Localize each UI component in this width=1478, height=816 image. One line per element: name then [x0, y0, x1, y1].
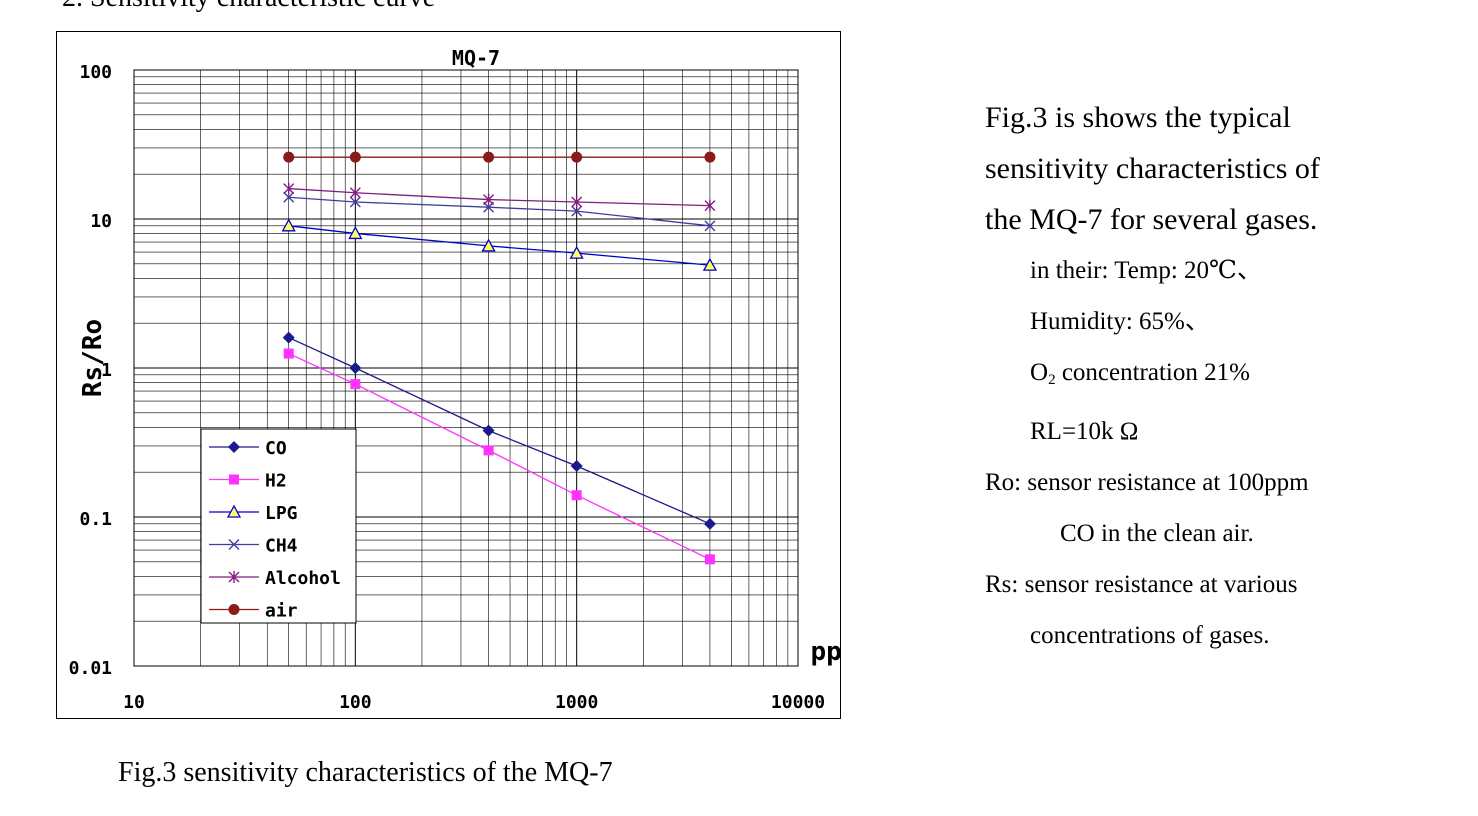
- x-axis-label: ppm: [811, 637, 842, 667]
- series-ch4: [283, 191, 716, 232]
- marker-square: [704, 554, 715, 565]
- y-axis-label: Rs/Ro: [78, 319, 108, 397]
- legend-label-co: CO: [265, 438, 287, 459]
- marker-diamond: [282, 331, 295, 344]
- marker-triangle: [702, 257, 718, 271]
- y-tick-label: 0.01: [69, 658, 112, 679]
- note-line-2: sensitivity characteristics of: [985, 152, 1320, 185]
- marker-square: [483, 445, 494, 456]
- legend-label-air: air: [265, 601, 298, 622]
- rs-definition: Rs: sensor resistance at various: [985, 571, 1298, 598]
- legend-item-lpg: LPG: [209, 503, 298, 524]
- condition-o2: O2 concentration 21%: [985, 347, 1465, 406]
- chart-frame: MQ-70.010.111010010100100010000ppmRs/Ro …: [56, 31, 842, 719]
- marker-x: [228, 539, 240, 550]
- series-h2: [283, 348, 715, 565]
- rs-definition-cont: concentrations of gases.: [1030, 622, 1270, 649]
- marker-diamond: [482, 424, 495, 437]
- series-layer: [281, 151, 718, 565]
- series-air: [283, 151, 716, 163]
- legend-item-h2: H2: [209, 471, 287, 492]
- marker-diamond: [703, 517, 716, 530]
- ro-definition: Ro: sensor resistance at 100ppm: [985, 469, 1309, 496]
- figure-caption: Fig.3 sensitivity characteristics of the…: [118, 757, 613, 788]
- marker-circle: [349, 151, 361, 163]
- legend-label-lpg: LPG: [265, 503, 298, 524]
- grid: [133, 70, 798, 667]
- y-tick-label: 10: [90, 211, 112, 232]
- legend-box: [200, 428, 357, 624]
- marker-square: [229, 474, 239, 485]
- y-tick-label: 100: [79, 62, 112, 83]
- marker-x: [571, 205, 583, 217]
- ro-definition-cont: CO in the clean air.: [1060, 520, 1254, 547]
- marker-circle: [704, 151, 716, 163]
- marker-circle: [228, 604, 240, 615]
- legend-item-ch4: CH4: [209, 536, 298, 557]
- series-line-ch4: [288, 196, 710, 227]
- marker-x: [349, 196, 361, 208]
- legend-item-alcohol: Alcohol: [209, 568, 341, 589]
- axis-labels: MQ-7 0.01 0.1 1 10 100 10 100 1000 10000 ppm Rs/Ro: [69, 46, 842, 713]
- note-line-1: Fig.3 is shows the typical: [985, 101, 1291, 134]
- x-tick-label: 10: [123, 692, 145, 713]
- legend-item-air: air: [209, 601, 298, 622]
- marker-diamond: [570, 459, 583, 472]
- marker-square: [350, 379, 361, 390]
- marker-asterisk: [228, 571, 240, 583]
- note-line-3: the MQ-7 for several gases.: [985, 203, 1318, 236]
- legend-label-h2: H2: [265, 471, 287, 492]
- description-notes: Fig.3 is shows the typical sensitivity c…: [985, 92, 1465, 661]
- series-alcohol: [283, 182, 716, 212]
- marker-circle: [571, 151, 583, 163]
- x-tick-label: 1000: [555, 692, 598, 713]
- marker-diamond: [349, 362, 362, 374]
- x-tick-label: 10000: [771, 692, 825, 713]
- series-co: [282, 331, 716, 530]
- marker-square: [283, 348, 294, 359]
- chart-title: MQ-7: [452, 46, 500, 70]
- marker-circle: [283, 151, 295, 163]
- marker-triangle: [281, 218, 296, 232]
- x-tick-label: 100: [339, 692, 372, 713]
- condition-rl: RL=10k Ω: [1030, 418, 1139, 445]
- y-tick-label: 0.1: [79, 509, 112, 530]
- marker-triangle: [481, 238, 496, 252]
- marker-asterisk: [349, 186, 361, 199]
- marker-triangle: [569, 245, 584, 259]
- marker-asterisk: [571, 196, 583, 209]
- legend: CO H2 LPG CH4 Alcohol air: [200, 428, 357, 624]
- series-line-lpg: [288, 225, 710, 266]
- marker-asterisk: [283, 182, 295, 195]
- series-lpg: [281, 218, 718, 271]
- section-heading: 2. Sensitivity characteristic curve: [62, 0, 435, 14]
- marker-x: [283, 191, 295, 203]
- marker-diamond: [228, 441, 240, 453]
- condition-temp: in their: Temp: 20℃、: [1030, 257, 1262, 284]
- o2-rest: concentration 21%: [1055, 359, 1250, 386]
- o2-prefix: O: [1030, 359, 1049, 386]
- legend-item-co: CO: [209, 438, 287, 459]
- y-tick-label: 1: [101, 360, 112, 381]
- marker-x: [704, 220, 716, 232]
- marker-triangle: [226, 504, 242, 518]
- plot-area: [133, 69, 799, 667]
- marker-square: [571, 490, 582, 501]
- marker-asterisk: [483, 193, 495, 206]
- marker-triangle: [348, 226, 363, 240]
- o2-subscript: 2: [1048, 372, 1056, 388]
- condition-humidity: Humidity: 65%、: [1030, 308, 1210, 335]
- marker-circle: [483, 151, 495, 163]
- marker-asterisk: [704, 199, 716, 212]
- legend-label-ch4: CH4: [265, 536, 298, 557]
- sensitivity-chart: MQ-70.010.111010010100100010000ppmRs/Ro …: [69, 46, 842, 713]
- legend-label-alcohol: Alcohol: [265, 568, 341, 589]
